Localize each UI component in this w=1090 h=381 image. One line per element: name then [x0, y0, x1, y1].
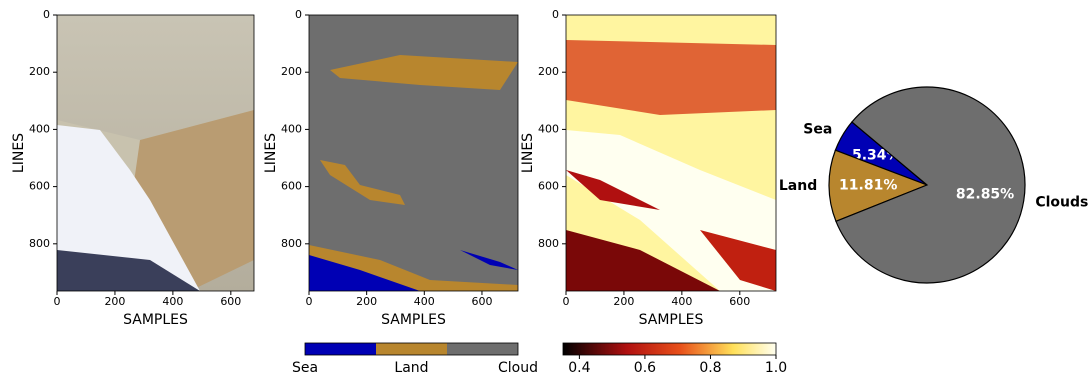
x-tick-label: 400: [414, 295, 435, 308]
colorbar-label: Land: [394, 360, 428, 376]
pie-label: Sea: [803, 121, 832, 137]
x-tick-label: 200: [356, 295, 377, 308]
y-tick-label: 800: [281, 237, 302, 250]
pie-wedge: [835, 86, 1026, 284]
y-axis-label: LINES: [11, 133, 27, 173]
colorbar-frame: [562, 342, 777, 356]
colorbar-tick-label: 0.8: [699, 360, 721, 376]
pie-value-label: 82.85%: [956, 186, 1014, 202]
class-image: [309, 15, 518, 291]
x-tick-label: 200: [613, 295, 634, 308]
pie-value-label: 11.81%: [839, 177, 897, 193]
y-tick-label: 200: [29, 65, 50, 78]
x-tick-label: 400: [162, 295, 183, 308]
y-tick-label: 600: [29, 180, 50, 193]
x-tick-label: 0: [54, 295, 61, 308]
y-tick-label: 200: [538, 65, 559, 78]
x-tick-label: 600: [729, 295, 750, 308]
y-tick-label: 200: [281, 65, 302, 78]
colorbar-frame: [304, 342, 519, 356]
x-tick-label: 0: [563, 295, 570, 308]
colorbar-tick-label: 0.6: [634, 360, 656, 376]
colorbar-tick-label: 0.4: [568, 360, 590, 376]
x-tick-label: 0: [306, 295, 313, 308]
rgb-image: [57, 15, 254, 291]
colorbar-tick-label: 1.0: [765, 360, 787, 376]
x-tick-label: 400: [671, 295, 692, 308]
x-tick-label: 200: [104, 295, 125, 308]
x-axis-label: SAMPLES: [123, 312, 188, 328]
y-axis-label: LINES: [263, 133, 279, 173]
y-tick-label: 0: [552, 8, 559, 21]
x-tick-label: 600: [220, 295, 241, 308]
y-tick-label: 0: [43, 8, 50, 21]
y-tick-label: 600: [281, 180, 302, 193]
x-tick-label: 600: [471, 295, 492, 308]
pie-label: Land: [779, 178, 817, 194]
axes-frame: [565, 14, 777, 292]
y-tick-label: 800: [29, 237, 50, 250]
y-tick-label: 800: [538, 237, 559, 250]
x-axis-label: SAMPLES: [381, 312, 446, 328]
y-tick-label: 400: [29, 122, 50, 135]
colorbar: [563, 343, 776, 355]
colorbar-label: Cloud: [498, 360, 538, 376]
pie-wedge: [828, 149, 929, 223]
y-tick-label: 400: [538, 122, 559, 135]
pie-label: Clouds: [1035, 194, 1088, 210]
axes-frame: [308, 14, 519, 292]
heat-image: [566, 15, 776, 291]
y-tick-label: 600: [538, 180, 559, 193]
x-axis-label: SAMPLES: [639, 312, 704, 328]
colorbar-segment: [376, 343, 447, 355]
colorbar-segment: [447, 343, 518, 355]
y-axis-label: LINES: [520, 133, 536, 173]
colorbar-label: Sea: [292, 360, 318, 376]
colorbar-segment: [305, 343, 376, 355]
y-tick-label: 0: [295, 8, 302, 21]
y-tick-label: 400: [281, 122, 302, 135]
axes-frame: [56, 14, 255, 292]
